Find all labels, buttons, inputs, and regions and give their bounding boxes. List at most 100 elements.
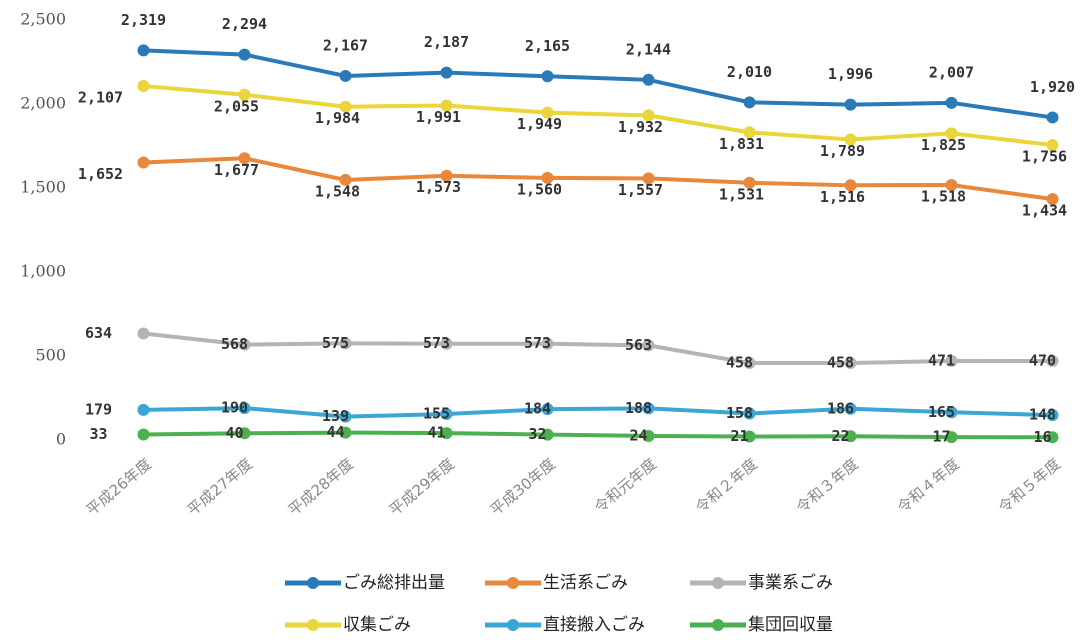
data-label: 2,319 — [121, 11, 166, 29]
legend-label: ごみ総排出量 — [343, 573, 445, 593]
point — [339, 173, 352, 186]
x-tick-label: 平成26年度 — [83, 455, 155, 520]
data-label: 1,789 — [820, 142, 865, 160]
point — [642, 109, 655, 122]
point — [339, 69, 352, 82]
data-label: 188 — [625, 399, 652, 417]
data-label: 573 — [423, 334, 450, 352]
point — [743, 126, 756, 139]
data-label: 2,010 — [727, 63, 772, 81]
point — [137, 44, 150, 57]
point — [238, 48, 251, 61]
point — [1046, 111, 1059, 124]
data-label: 634 — [85, 324, 112, 342]
point — [743, 176, 756, 189]
point — [743, 407, 756, 420]
point — [945, 178, 958, 191]
point — [1046, 193, 1059, 206]
y-tick-label: 500 — [35, 346, 66, 365]
y-tick-label: 2,500 — [20, 10, 66, 29]
data-label: 1,557 — [618, 181, 663, 199]
x-tick-label: 平成28年度 — [285, 455, 357, 520]
data-label: 458 — [827, 354, 854, 372]
legend-marker — [307, 577, 319, 589]
legend-label: 事業系ごみ — [748, 573, 833, 593]
data-label: 471 — [928, 351, 955, 369]
data-label: 41 — [427, 424, 445, 442]
point — [440, 169, 453, 182]
data-label: 568 — [221, 335, 248, 353]
point — [743, 430, 756, 443]
x-tick-label: 平成27年度 — [184, 455, 256, 520]
point — [238, 88, 251, 101]
data-label: 1,548 — [315, 182, 360, 200]
legend-label: 集団回収量 — [748, 615, 833, 635]
data-label: 190 — [221, 399, 248, 417]
x-tick-label: 平成29年度 — [386, 455, 458, 520]
data-label: 1,984 — [315, 109, 360, 127]
point — [541, 337, 554, 350]
data-label: 1,531 — [719, 185, 764, 203]
y-tick-label: 0 — [56, 430, 66, 449]
data-label: 2,007 — [929, 63, 974, 81]
series-line — [143, 406, 1053, 419]
data-label: 33 — [89, 425, 107, 443]
x-tick-label: 令和３年度 — [793, 455, 862, 517]
point — [238, 402, 251, 415]
point — [541, 106, 554, 119]
data-label: 575 — [322, 334, 349, 352]
point — [440, 99, 453, 112]
point — [541, 428, 554, 441]
point — [945, 96, 958, 109]
data-label: 1,949 — [517, 115, 562, 133]
point — [339, 100, 352, 113]
legend-label: 生活系ごみ — [543, 573, 628, 593]
point — [440, 427, 453, 440]
point — [137, 403, 150, 416]
point — [541, 70, 554, 83]
point — [339, 426, 352, 439]
data-label: 32 — [528, 425, 546, 443]
point — [339, 337, 352, 350]
point — [945, 354, 958, 367]
data-label: 21 — [730, 427, 748, 445]
data-label: 2,187 — [424, 33, 469, 51]
data-label: 1,652 — [78, 165, 123, 183]
x-tick-label: 平成30年度 — [487, 455, 559, 520]
point — [1046, 355, 1059, 368]
data-label: 44 — [326, 423, 344, 441]
point — [743, 96, 756, 109]
data-label: 2,165 — [525, 37, 570, 55]
point — [945, 431, 958, 444]
point — [844, 402, 857, 415]
point — [844, 357, 857, 370]
point — [339, 410, 352, 423]
point — [642, 429, 655, 442]
data-label: 179 — [85, 400, 112, 418]
x-tick-label: 令和５年度 — [995, 455, 1064, 517]
point — [137, 428, 150, 441]
data-label: 1,518 — [921, 187, 966, 205]
point — [844, 98, 857, 111]
point — [844, 179, 857, 192]
point — [541, 171, 554, 184]
data-label: 24 — [629, 426, 647, 444]
data-label: 155 — [423, 404, 450, 422]
point — [945, 127, 958, 140]
data-label: 563 — [625, 336, 652, 354]
point — [541, 403, 554, 416]
data-label: 139 — [322, 407, 349, 425]
legend-label: 直接搬入ごみ — [543, 615, 645, 635]
series-line — [143, 84, 1053, 147]
data-label: 1,825 — [921, 136, 966, 154]
data-label: 1,932 — [618, 118, 663, 136]
legend-marker — [307, 619, 319, 631]
point — [642, 172, 655, 185]
legend-marker — [712, 577, 724, 589]
point — [440, 66, 453, 79]
data-label: 1,677 — [214, 161, 259, 179]
data-label: 16 — [1033, 428, 1051, 446]
data-label: 2,167 — [323, 36, 368, 54]
data-label: 470 — [1029, 352, 1056, 370]
